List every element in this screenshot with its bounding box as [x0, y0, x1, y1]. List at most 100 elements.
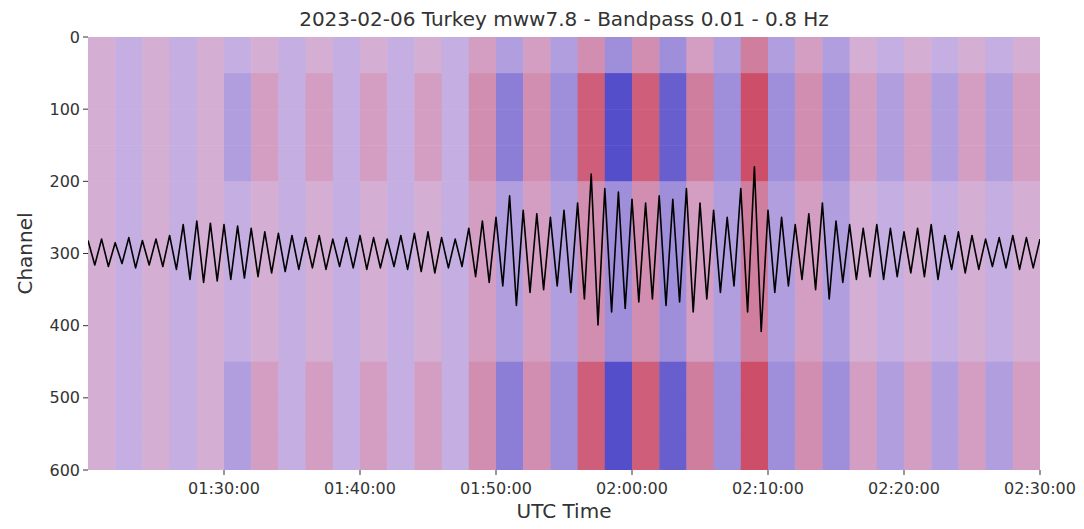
heatmap-cell	[197, 37, 225, 74]
heatmap-cell	[170, 362, 198, 399]
heatmap-cell	[414, 181, 442, 218]
heatmap-cell	[142, 290, 170, 327]
heatmap-cell	[496, 398, 524, 435]
heatmap-cell	[115, 254, 143, 291]
heatmap-cell	[115, 145, 143, 182]
heatmap-cell	[115, 434, 143, 470]
heatmap-cell	[986, 362, 1014, 399]
heatmap-cell	[605, 290, 633, 327]
heatmap-cell	[986, 398, 1014, 435]
heatmap-cell	[931, 73, 959, 110]
heatmap-cell	[197, 326, 225, 363]
heatmap-cell	[306, 290, 334, 327]
heatmap-cell	[795, 290, 823, 327]
heatmap-cell	[578, 326, 606, 363]
heatmap-cell	[904, 37, 932, 74]
x-tick-label: 02:00:00	[596, 479, 668, 498]
heatmap-cell	[442, 73, 470, 110]
heatmap-cell	[741, 434, 769, 470]
heatmap-cell	[795, 398, 823, 435]
heatmap-cell	[986, 109, 1014, 146]
heatmap-cell	[550, 434, 578, 470]
heatmap-cell	[333, 37, 361, 74]
heatmap-cell	[251, 290, 279, 327]
heatmap-cell	[360, 434, 388, 470]
heatmap-cell	[442, 145, 470, 182]
heatmap-cell	[714, 362, 742, 399]
heatmap-cell	[714, 326, 742, 363]
heatmap-cell	[741, 362, 769, 399]
heatmap-cell	[360, 73, 388, 110]
y-tick-label: 200	[49, 172, 80, 191]
heatmap-cell	[197, 434, 225, 470]
heatmap-cell	[387, 37, 415, 74]
heatmap-cell	[822, 73, 850, 110]
heatmap-cell	[904, 145, 932, 182]
heatmap-cell	[142, 73, 170, 110]
heatmap-cell	[197, 145, 225, 182]
heatmap-cell	[659, 362, 687, 399]
chart: 010020030040050060001:30:0001:40:0001:50…	[0, 0, 1084, 529]
heatmap-cell	[442, 37, 470, 74]
heatmap-cell	[115, 217, 143, 254]
heatmap-cell	[605, 326, 633, 363]
heatmap-cell	[850, 290, 878, 327]
heatmap-cell	[278, 290, 306, 327]
heatmap-cell	[523, 37, 551, 74]
x-tick-label: 01:40:00	[324, 479, 396, 498]
heatmap-cell	[496, 326, 524, 363]
heatmap-cell	[550, 290, 578, 327]
y-tick	[83, 109, 88, 110]
heatmap-cell	[170, 73, 198, 110]
heatmap-cell	[197, 362, 225, 399]
heatmap-cell	[550, 398, 578, 435]
heatmap-cell	[822, 37, 850, 74]
heatmap-cell	[714, 37, 742, 74]
heatmap-cell	[795, 326, 823, 363]
heatmap-cell	[251, 398, 279, 435]
heatmap-cell	[469, 362, 497, 399]
heatmap-cell	[1013, 217, 1040, 254]
heatmap-cell	[714, 181, 742, 218]
heatmap-cell	[714, 109, 742, 146]
heatmap-cell	[360, 145, 388, 182]
heatmap-cell	[523, 73, 551, 110]
heatmap-cell	[115, 290, 143, 327]
heatmap-cell	[414, 109, 442, 146]
heatmap-cell	[958, 109, 986, 146]
heatmap-cell	[659, 73, 687, 110]
heatmap-cell	[1013, 109, 1040, 146]
heatmap-cell	[414, 145, 442, 182]
heatmap-cell	[197, 398, 225, 435]
heatmap-cell	[88, 362, 116, 399]
heatmap-cell	[333, 73, 361, 110]
heatmap-cell	[659, 434, 687, 470]
heatmap-cell	[251, 326, 279, 363]
heatmap-cell	[442, 398, 470, 435]
heatmap-cell	[768, 73, 796, 110]
heatmap-cell	[686, 362, 714, 399]
heatmap-cell	[115, 37, 143, 74]
heatmap-cell	[523, 145, 551, 182]
heatmap-cell	[768, 362, 796, 399]
x-tick	[360, 470, 361, 475]
heatmap-cell	[550, 145, 578, 182]
heatmap-cell	[278, 326, 306, 363]
heatmap-cell	[142, 181, 170, 218]
heatmap-cell	[306, 181, 334, 218]
heatmap-cell	[605, 37, 633, 74]
heatmap-cell	[632, 109, 660, 146]
heatmap-cell	[1013, 37, 1040, 74]
heatmap-cell	[251, 362, 279, 399]
heatmap-cell	[632, 434, 660, 470]
heatmap-cell	[387, 181, 415, 218]
heatmap-cell	[986, 434, 1014, 470]
heatmap-cell	[659, 398, 687, 435]
heatmap-cell	[795, 37, 823, 74]
heatmap-cell	[578, 109, 606, 146]
heatmap-cell	[1013, 145, 1040, 182]
heatmap-cell	[1013, 181, 1040, 218]
heatmap-cell	[686, 73, 714, 110]
heatmap-cell	[741, 217, 769, 254]
heatmap-cell	[1013, 73, 1040, 110]
